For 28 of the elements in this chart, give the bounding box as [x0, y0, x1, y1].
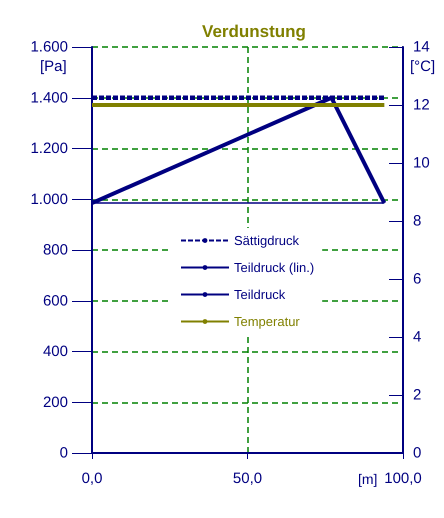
y-axis-title: [Pa] [40, 58, 67, 75]
y2-axis-title: [°C] [410, 58, 436, 75]
y2-tick-label: 6 [413, 270, 422, 288]
y2-tick-label: 0 [413, 444, 422, 462]
y2-tick-label: 8 [413, 212, 422, 230]
chart-title: Verdunstung [202, 22, 306, 41]
x-tick-label: 100,0 [384, 470, 422, 487]
y-tick-label: 0 [60, 444, 68, 462]
y2-tick-label: 14 [413, 38, 430, 56]
legend-label: Temperatur [234, 314, 300, 329]
legend-label: Teildruck (lin.) [234, 260, 314, 275]
y-tick-label: 1.600 [30, 38, 68, 56]
y-tick-label: 800 [42, 242, 68, 258]
legend-label: Teildruck [234, 287, 286, 302]
y-tick-label: 600 [42, 292, 68, 310]
x-tick-label: 0,0 [82, 470, 102, 487]
y2-tick-label: 12 [413, 96, 430, 114]
y-tick-label: 200 [42, 394, 68, 411]
y-tick-label: 400 [42, 343, 68, 360]
y2-tick-label: 2 [413, 386, 422, 404]
legend-label: Sättigdruck [234, 233, 300, 248]
y-tick-label: 1.400 [30, 89, 68, 106]
y2-tick-label: 4 [413, 328, 422, 346]
x-axis-title: [m] [358, 471, 378, 487]
y-tick-label: 1.200 [30, 140, 68, 157]
y2-tick-label: 10 [413, 154, 430, 172]
x-tick-label: 50,0 [232, 470, 262, 487]
y-tick-label: 1.000 [30, 190, 68, 208]
